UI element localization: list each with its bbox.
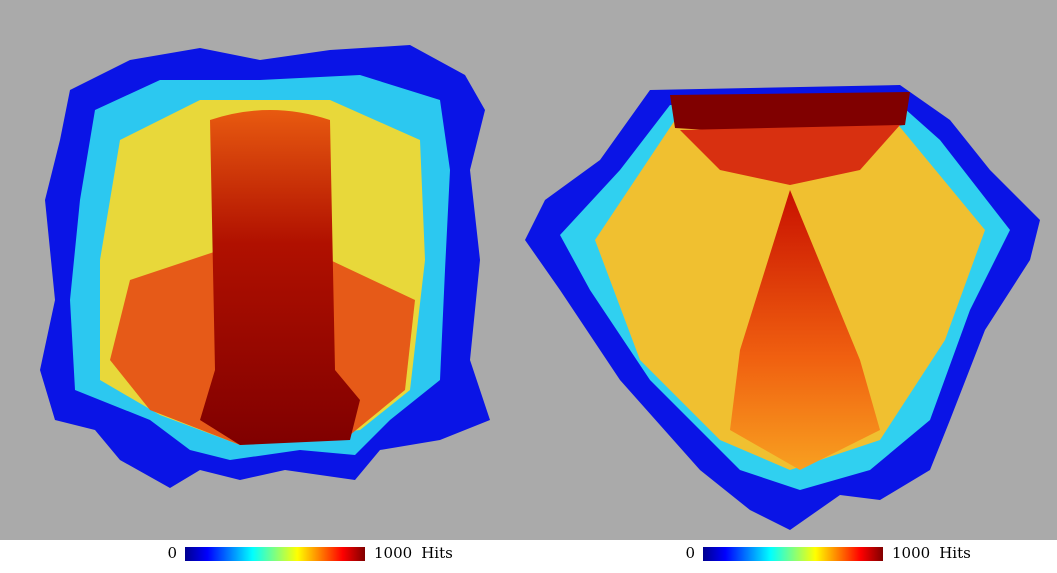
colorbar-max-label: 1000 [374,544,412,562]
colorbar-max-label: 1000 [892,544,930,562]
colorbar-min-label: 0 [685,544,695,562]
colorbar [185,547,365,561]
colorbar-unit: Hits [421,544,453,562]
colorbar-unit: Hits [939,544,971,562]
hit-map-left [40,45,490,488]
colorbar-min-label: 0 [167,544,177,562]
colorbar [703,547,883,561]
figure: 0 1000 Hits 0 1000 Hits [0,0,1057,569]
